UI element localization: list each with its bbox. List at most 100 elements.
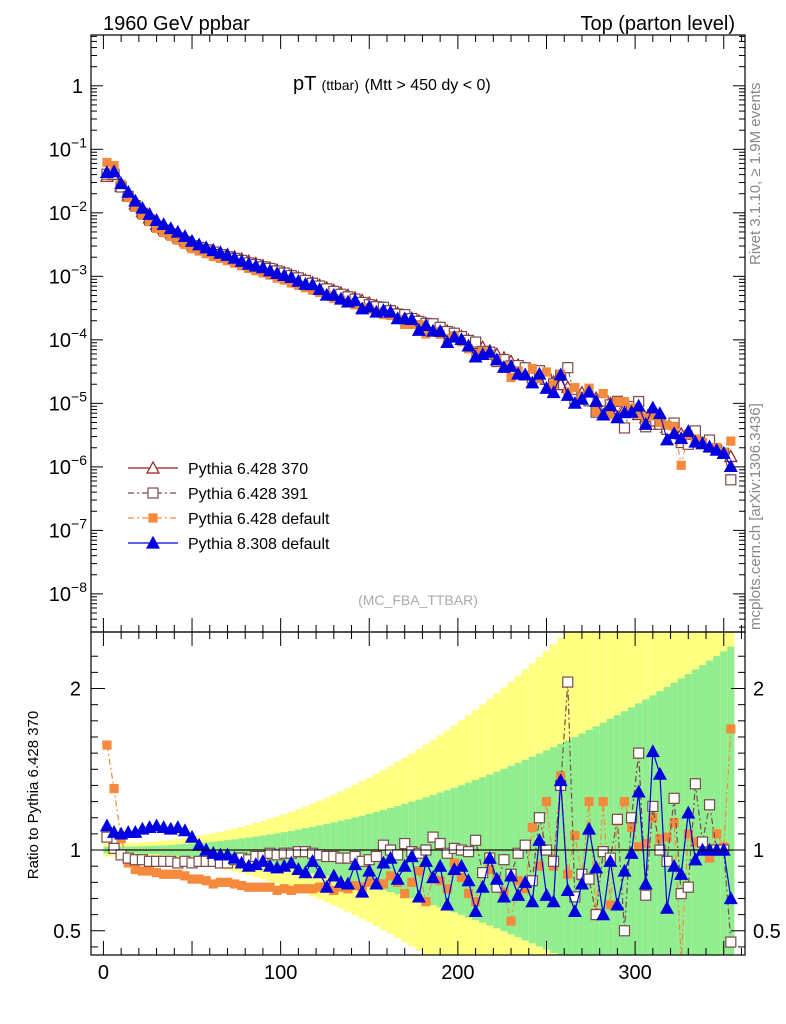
ratio-point-p8 — [170, 820, 185, 834]
main-point-pdef — [726, 436, 736, 446]
main-point-p8 — [660, 432, 675, 446]
main-point-p8 — [107, 164, 122, 178]
ratio-point-p8 — [284, 855, 299, 869]
ratio-point-p8 — [234, 855, 249, 869]
main-point-p8 — [574, 391, 589, 405]
ratio-point-pdef — [570, 830, 580, 841]
main-point-p8 — [489, 352, 504, 366]
ratio-point-p8 — [589, 860, 604, 874]
ratio-frame — [90, 631, 746, 956]
ratio-point-pdef — [527, 822, 537, 833]
band-green — [713, 655, 721, 955]
ratio-point-pdef — [400, 889, 410, 899]
ratio-point-p8 — [312, 865, 327, 879]
ratio-point-p8 — [660, 900, 675, 914]
ratio-point-p391 — [625, 812, 638, 824]
ratio-point-pdef — [102, 740, 112, 750]
ratio-point-p391 — [434, 837, 446, 850]
ratio-point-p8 — [603, 854, 618, 867]
band-green — [663, 686, 671, 955]
band-green — [578, 733, 586, 955]
ratio-point-p8 — [638, 876, 653, 890]
main-point-p8 — [461, 338, 476, 352]
ratio-point-pdef — [385, 871, 396, 881]
ratio-point-p391 — [583, 873, 595, 885]
main-point-p8 — [504, 359, 519, 372]
ratio-point-p391 — [512, 847, 524, 859]
band-green — [649, 695, 657, 955]
main-point-p8 — [603, 398, 618, 412]
ratio-y-tick-label-right: 0.5 — [753, 921, 781, 943]
ratio-point-pdef — [506, 916, 516, 926]
band-green — [720, 651, 728, 955]
ratio-point-p391 — [618, 925, 631, 937]
ratio-point-pdef — [109, 784, 119, 794]
ratio-point-p391 — [647, 800, 659, 813]
ratio-point-pdef — [712, 829, 722, 839]
side-label-mcplots: mcplots.cern.ch [arXiv:1306.3436] — [747, 403, 764, 630]
ratio-point-p391 — [597, 846, 609, 858]
legend-marker-pdef — [148, 513, 158, 523]
ratio-point-pdef — [534, 861, 545, 871]
band-green — [635, 703, 643, 955]
ratio-point-p8 — [220, 847, 235, 861]
ratio-point-p8 — [539, 887, 554, 901]
legend-marker-p370 — [145, 460, 161, 474]
ratio-point-pdef — [407, 877, 417, 887]
main-point-p8 — [418, 318, 433, 331]
band-green — [557, 743, 565, 955]
main-point-p8 — [674, 431, 689, 444]
main-y-tick-label: 10−2 — [49, 198, 87, 225]
ratio-point-pdef — [584, 796, 594, 807]
main-panel-data — [99, 157, 738, 486]
main-point-p8 — [284, 270, 299, 283]
main-point-p8 — [255, 260, 270, 274]
main-point-p391 — [470, 336, 482, 348]
ratio-point-p8 — [291, 862, 306, 876]
ratio-point-p8 — [652, 766, 667, 780]
ratio-point-p8 — [255, 854, 270, 867]
ratio-point-p8 — [645, 744, 660, 758]
main-point-pdef — [591, 407, 601, 417]
legend-label-pdef: Pythia 6.428 default — [188, 511, 330, 528]
ratio-point-p8 — [362, 863, 377, 877]
ratio-point-p391 — [108, 842, 120, 855]
main-point-p8 — [305, 277, 320, 291]
main-point-p8 — [589, 394, 604, 407]
main-y-tick-label: 10−8 — [49, 579, 87, 606]
ratio-y-tick-label-right: 2 — [753, 679, 764, 701]
chart-title-main: pT — [293, 73, 316, 95]
main-point-p8 — [192, 237, 207, 251]
ratio-point-p8 — [681, 805, 696, 819]
main-point-p8 — [348, 293, 363, 307]
ratio-point-p391 — [470, 834, 482, 846]
main-point-p8 — [213, 245, 228, 259]
main-y-tick-label: 10−7 — [49, 515, 87, 542]
ratio-point-p8 — [411, 889, 426, 903]
ratio-point-pdef — [641, 838, 651, 849]
ratio-point-p8 — [461, 873, 476, 887]
main-point-p8 — [433, 324, 448, 337]
ratio-point-p391 — [562, 676, 574, 688]
ratio-point-p8 — [177, 823, 192, 837]
main-point-p8 — [681, 424, 696, 438]
ratio-point-p8 — [426, 870, 441, 884]
main-point-p8 — [156, 217, 171, 231]
ratio-point-p391 — [462, 846, 475, 858]
ratio-y-tick-label-left: 0.5 — [53, 921, 81, 943]
ratio-point-pdef — [442, 884, 452, 894]
ratio-y-tick-label-right: 1 — [753, 840, 764, 862]
x-tick-label: 300 — [618, 962, 651, 984]
ratio-point-p8 — [518, 875, 533, 888]
ratio-point-p391 — [477, 867, 489, 879]
ratio-point-p391 — [640, 889, 652, 901]
ratio-point-p8 — [227, 850, 242, 864]
ratio-point-p391 — [725, 936, 737, 948]
main-point-p8 — [447, 329, 462, 343]
ratio-y-tick-label-left: 1 — [70, 840, 81, 862]
main-point-p8 — [227, 250, 242, 264]
main-point-p8 — [220, 248, 235, 261]
header-left: 1960 GeV ppbar — [103, 13, 250, 35]
ratio-point-pdef — [677, 956, 685, 964]
